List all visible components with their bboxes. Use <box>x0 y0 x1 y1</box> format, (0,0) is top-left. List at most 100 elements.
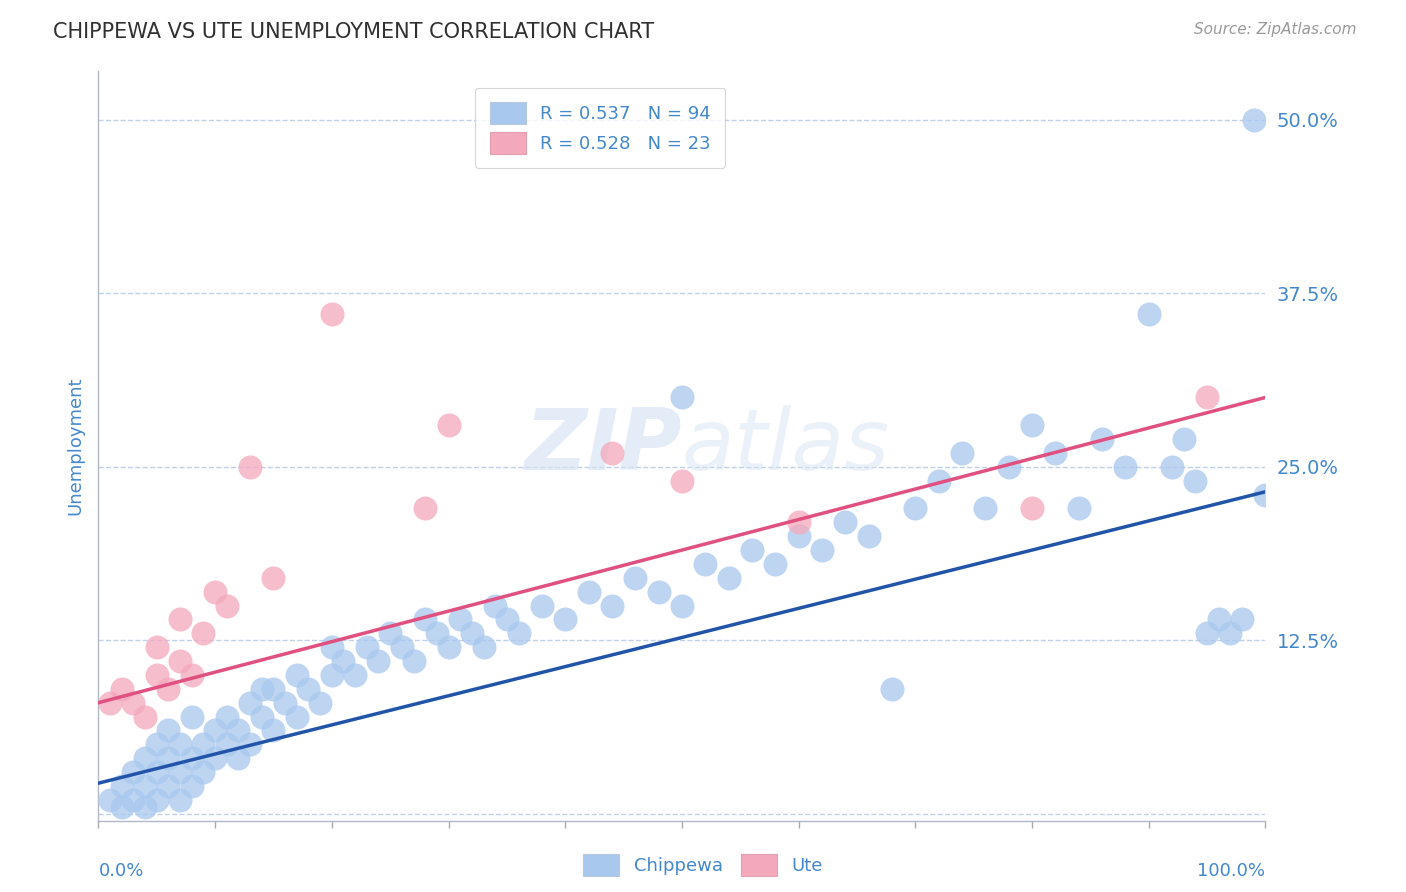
Point <box>111 799 134 814</box>
Point <box>204 751 226 765</box>
Point <box>1173 432 1195 446</box>
Point <box>1021 501 1043 516</box>
Point <box>496 612 519 626</box>
Point <box>554 612 576 626</box>
Point <box>285 668 308 682</box>
Text: atlas: atlas <box>682 404 890 488</box>
Point <box>904 501 927 516</box>
Point <box>180 668 202 682</box>
Point <box>811 543 834 558</box>
Point <box>285 709 308 723</box>
Point <box>169 737 191 751</box>
Point <box>600 446 623 460</box>
Point <box>193 765 215 780</box>
Text: CHIPPEWA VS UTE UNEMPLOYMENT CORRELATION CHART: CHIPPEWA VS UTE UNEMPLOYMENT CORRELATION… <box>53 22 655 42</box>
Point <box>880 681 903 696</box>
Point <box>356 640 378 655</box>
Point <box>484 599 506 613</box>
Point <box>204 584 226 599</box>
Point <box>1230 612 1253 626</box>
Point <box>380 626 402 640</box>
Point <box>1021 418 1043 433</box>
Point <box>98 793 121 807</box>
Point <box>169 612 191 626</box>
Point <box>146 793 169 807</box>
Point <box>437 640 460 655</box>
Point <box>250 709 273 723</box>
Point <box>671 599 693 613</box>
Point <box>321 307 343 321</box>
Point <box>239 459 262 474</box>
Point <box>1161 459 1184 474</box>
Point <box>239 737 262 751</box>
Point <box>472 640 495 655</box>
Point <box>122 765 145 780</box>
Point <box>695 557 717 571</box>
Point <box>741 543 763 558</box>
Point <box>204 723 226 738</box>
Point <box>367 654 389 668</box>
Point <box>413 501 436 516</box>
Point <box>449 612 471 626</box>
Legend: Chippewa, Ute: Chippewa, Ute <box>576 847 830 883</box>
Point <box>928 474 950 488</box>
Point <box>111 681 134 696</box>
Point <box>262 723 284 738</box>
Point <box>1195 626 1218 640</box>
Point <box>974 501 997 516</box>
Point <box>215 737 238 751</box>
Point <box>169 765 191 780</box>
Point <box>157 779 180 793</box>
Point <box>671 391 693 405</box>
Point <box>228 723 250 738</box>
Point <box>157 723 180 738</box>
Point <box>671 474 693 488</box>
Point <box>146 737 169 751</box>
Point <box>193 626 215 640</box>
Point <box>787 516 810 530</box>
Point <box>1114 459 1136 474</box>
Point <box>787 529 810 543</box>
Point <box>1137 307 1160 321</box>
Text: 100.0%: 100.0% <box>1198 862 1265 880</box>
Point <box>461 626 484 640</box>
Point <box>180 709 202 723</box>
Point <box>239 696 262 710</box>
Point <box>309 696 332 710</box>
Point <box>262 571 284 585</box>
Point <box>215 709 238 723</box>
Point <box>193 737 215 751</box>
Legend: R = 0.537   N = 94, R = 0.528   N = 23: R = 0.537 N = 94, R = 0.528 N = 23 <box>475 88 725 168</box>
Point <box>717 571 740 585</box>
Point <box>344 668 367 682</box>
Point <box>402 654 425 668</box>
Point <box>578 584 600 599</box>
Point <box>274 696 297 710</box>
Point <box>426 626 449 640</box>
Point <box>834 516 856 530</box>
Point <box>122 696 145 710</box>
Point <box>122 793 145 807</box>
Point <box>600 599 623 613</box>
Text: 0.0%: 0.0% <box>98 862 143 880</box>
Point <box>157 751 180 765</box>
Point <box>763 557 786 571</box>
Point <box>1067 501 1090 516</box>
Point <box>437 418 460 433</box>
Point <box>997 459 1019 474</box>
Point <box>1195 391 1218 405</box>
Point <box>413 612 436 626</box>
Point <box>146 668 169 682</box>
Point <box>169 793 191 807</box>
Point <box>262 681 284 696</box>
Point <box>111 779 134 793</box>
Point <box>530 599 553 613</box>
Point <box>228 751 250 765</box>
Point <box>1208 612 1230 626</box>
Point <box>1045 446 1067 460</box>
Point <box>858 529 880 543</box>
Point <box>1243 112 1265 127</box>
Point <box>98 696 121 710</box>
Point <box>250 681 273 696</box>
Point <box>1184 474 1206 488</box>
